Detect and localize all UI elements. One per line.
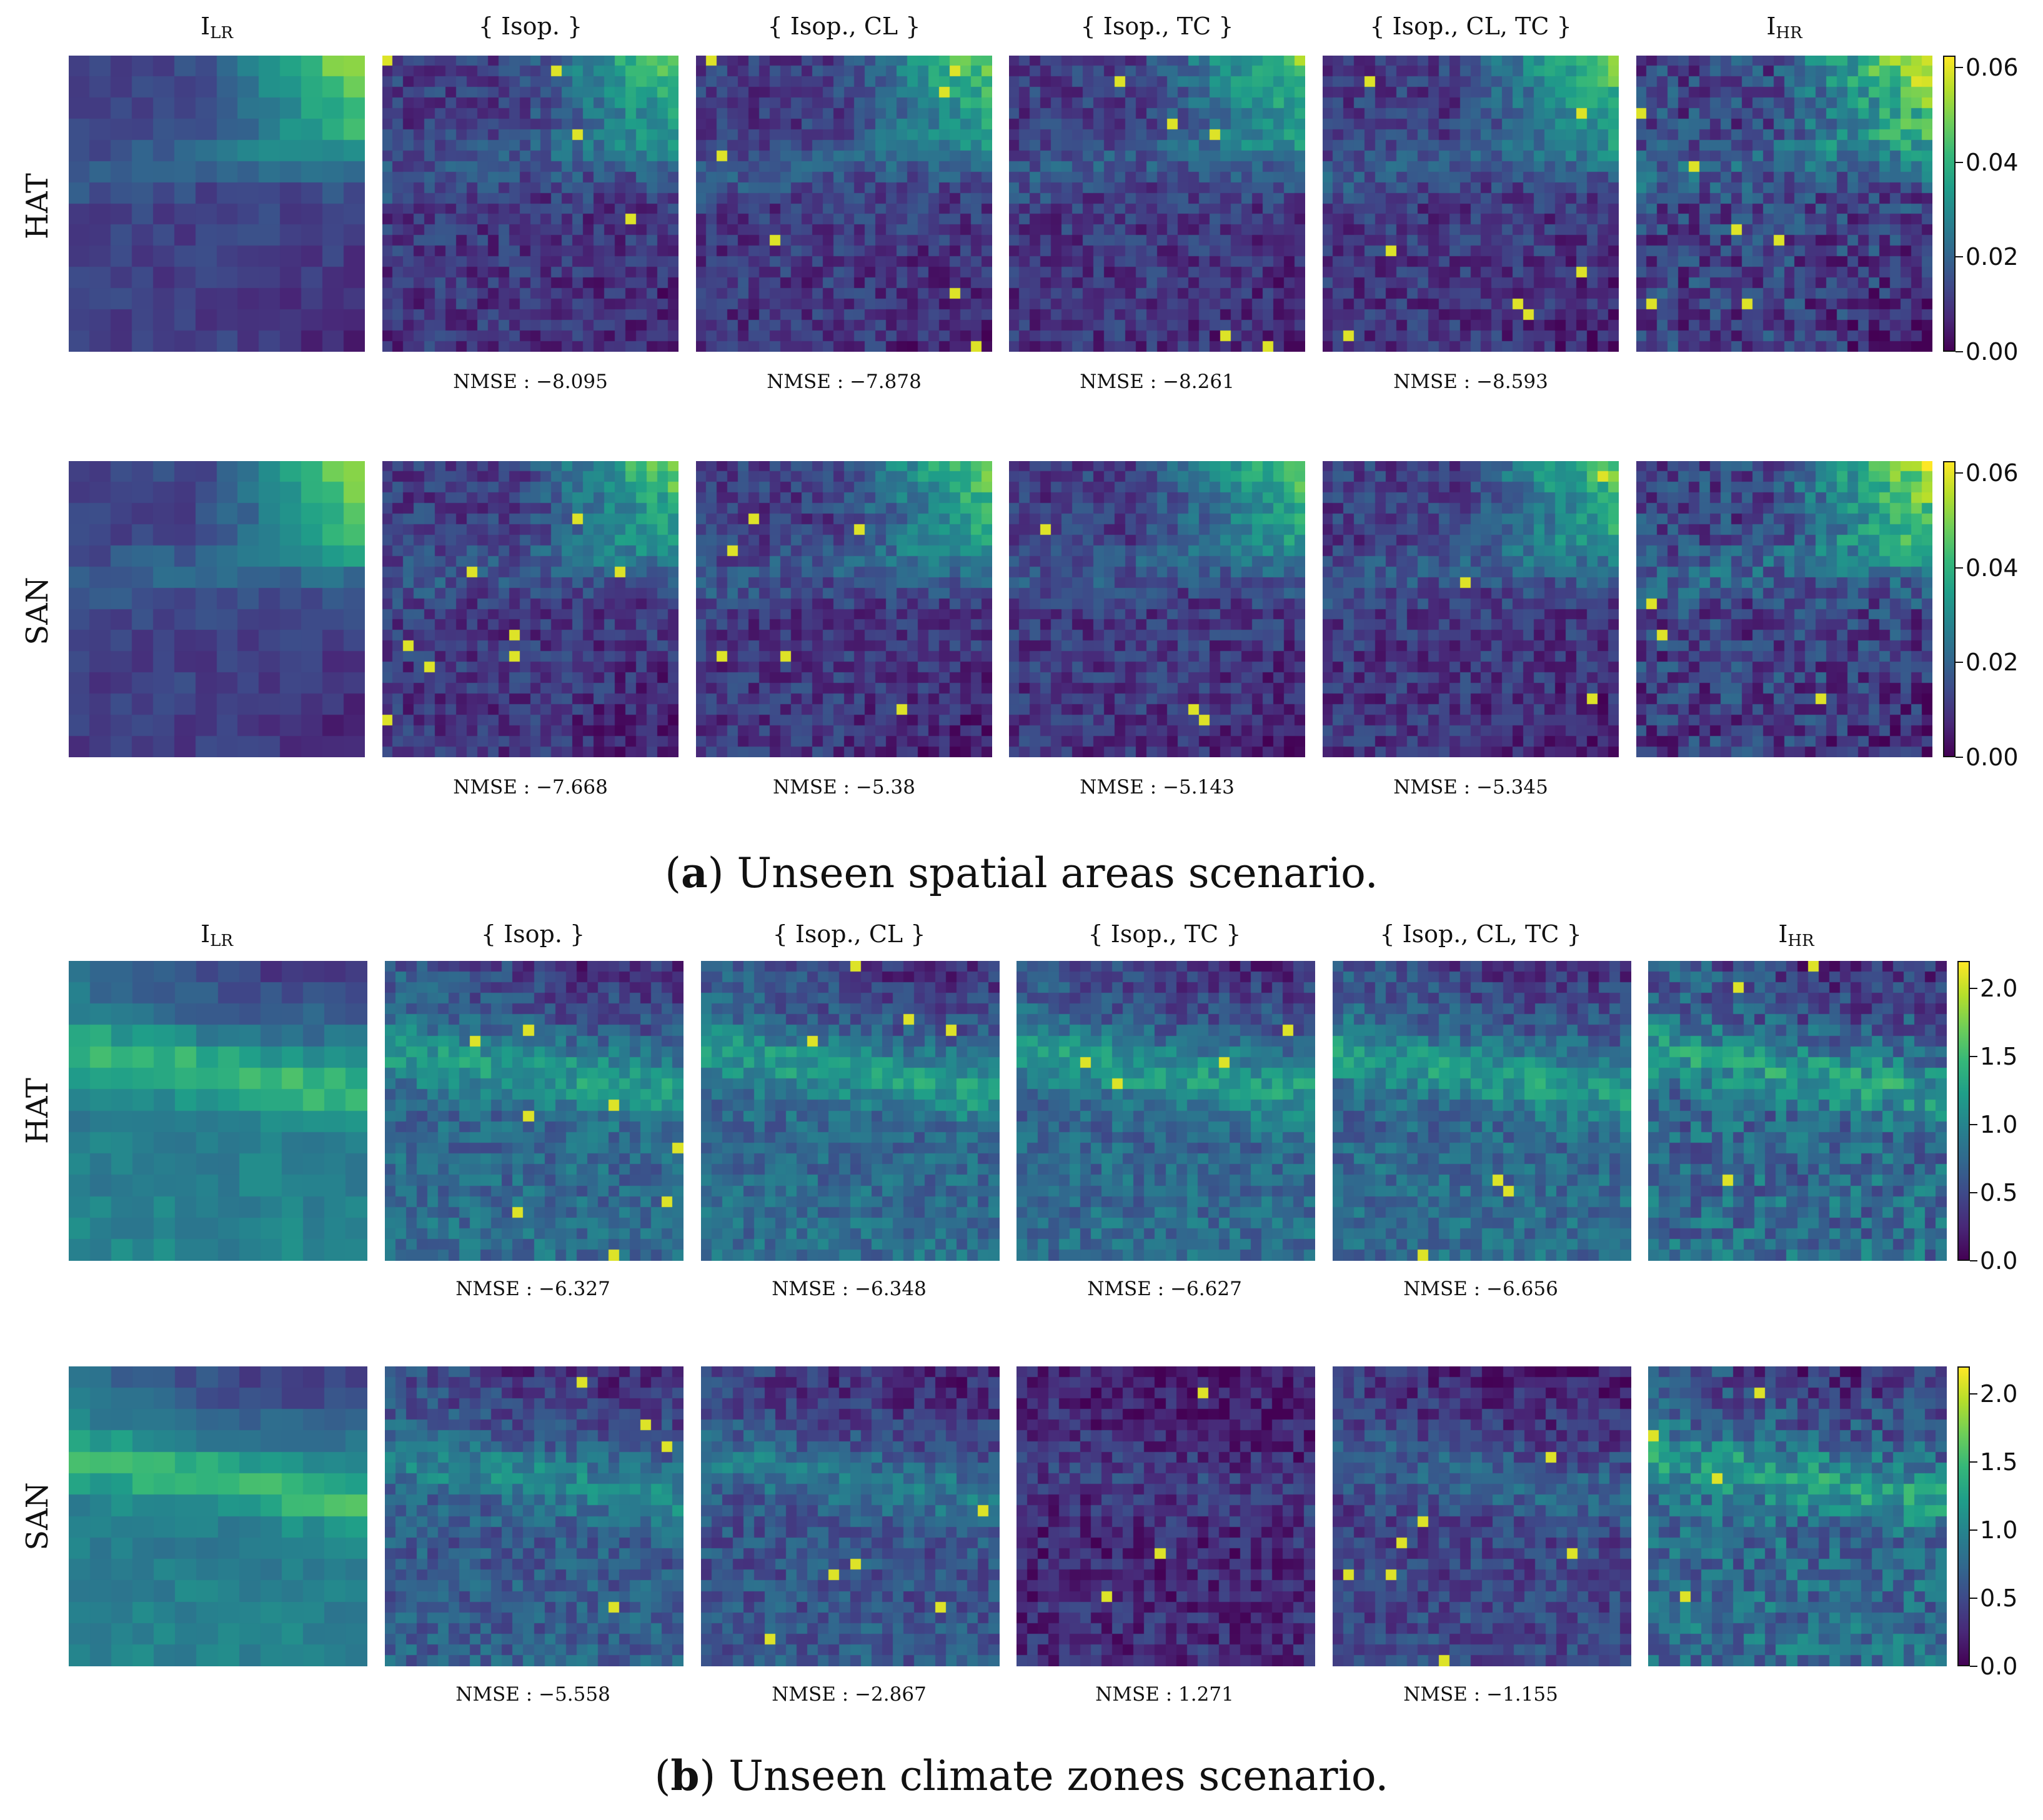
nmse-b-san-isop: NMSE : −5.558: [455, 1683, 610, 1706]
colorbar-tick-label: 0.04: [1966, 554, 2019, 582]
colorbar-a-san: [1943, 461, 1956, 757]
nmse-b-san-isop-cl: NMSE : −2.867: [772, 1683, 927, 1706]
colorbar-tick-label: 0.5: [1980, 1178, 2018, 1206]
colorbar-tick-label: 0.06: [1966, 53, 2019, 81]
colorbar-tick: [1970, 1597, 1977, 1599]
heatmap-a-hat-ihr: [1636, 56, 1932, 352]
colorbar-tick-label: 0.0: [1980, 1247, 2018, 1275]
heatmap-a-san-ilr: [69, 461, 365, 757]
heatmap-b-hat-ilr: [69, 961, 367, 1261]
nmse-b-hat-isop-cl: NMSE : −6.348: [772, 1278, 927, 1300]
heatmap-b-san-ilr: [69, 1366, 367, 1666]
nmse-a-san-isop-tc: NMSE : −5.143: [1080, 776, 1235, 798]
nmse-a-hat-isop-cl-tc: NMSE : −8.593: [1393, 370, 1548, 393]
heatmap-b-san-isop-tc: [1017, 1366, 1315, 1666]
col-title-ihr: IHR: [1778, 920, 1814, 950]
col-title-isop: { Isop. }: [478, 12, 583, 40]
colorbar-tick: [1970, 1123, 1977, 1125]
row-label-hat: HAT: [20, 1078, 55, 1144]
heatmap-a-hat-ilr: [69, 56, 365, 352]
colorbar-tick: [1956, 757, 1963, 758]
col-title-ilr: ILR: [201, 920, 233, 950]
col-title-isop-cl: { Isop., CL }: [772, 920, 926, 948]
colorbar-tick: [1956, 662, 1963, 664]
heatmap-b-hat-isop-cl-tc: [1333, 961, 1631, 1261]
colorbar-b-san: [1957, 1366, 1970, 1666]
colorbar-tick: [1956, 351, 1963, 352]
caption-b: (b) Unseen climate zones scenario.: [654, 1751, 1389, 1800]
colorbar-tick-label: 0.02: [1966, 243, 2019, 271]
colorbar-tick-label: 0.0: [1980, 1653, 2018, 1680]
colorbar-tick: [1970, 987, 1977, 989]
row-label-san: SAN: [20, 1482, 55, 1551]
heatmap-a-hat-isop-cl: [696, 56, 992, 352]
colorbar-b-hat: [1957, 961, 1970, 1261]
heatmap-a-hat-isop: [382, 56, 679, 352]
heatmap-b-hat-isop-tc: [1017, 961, 1315, 1261]
colorbar-tick: [1970, 1055, 1977, 1057]
row-label-hat: HAT: [20, 173, 55, 239]
nmse-a-hat-isop: NMSE : −8.095: [453, 370, 608, 393]
heatmap-b-hat-isop: [385, 961, 683, 1261]
heatmap-b-san-isop-cl: [701, 1366, 1000, 1666]
colorbar-tick: [1956, 161, 1963, 163]
colorbar-tick: [1970, 1666, 1977, 1667]
heatmap-a-san-isop-cl: [696, 461, 992, 757]
colorbar-tick-label: 1.5: [1980, 1448, 2018, 1476]
colorbar-tick-label: 1.0: [1980, 1516, 2018, 1544]
nmse-b-san-isop-tc: NMSE : 1.271: [1095, 1683, 1234, 1706]
nmse-b-hat-isop: NMSE : −6.327: [455, 1278, 610, 1300]
heatmap-a-san-isop-tc: [1009, 461, 1305, 757]
colorbar-tick-label: 0.06: [1966, 459, 2019, 487]
col-title-isop: { Isop. }: [480, 920, 585, 948]
heatmap-a-san-isop-cl-tc: [1323, 461, 1619, 757]
col-title-isop-cl-tc: { Isop., CL, TC }: [1379, 920, 1582, 948]
colorbar-tick-label: 0.00: [1966, 743, 2019, 771]
nmse-a-san-isop-cl: NMSE : −5.38: [773, 776, 915, 798]
col-title-isop-cl-tc: { Isop., CL, TC }: [1369, 12, 1572, 40]
colorbar-tick: [1970, 1461, 1977, 1463]
heatmap-a-hat-isop-tc: [1009, 56, 1305, 352]
col-title-ihr: IHR: [1766, 12, 1802, 42]
colorbar-tick-label: 2.0: [1980, 1380, 2018, 1408]
col-title-isop-tc: { Isop., TC }: [1080, 12, 1234, 40]
colorbar-tick-label: 0.02: [1966, 649, 2019, 677]
colorbar-a-hat: [1943, 56, 1956, 352]
colorbar-tick: [1956, 256, 1963, 258]
colorbar-tick-label: 2.0: [1980, 974, 2018, 1002]
colorbar-tick: [1970, 1260, 1977, 1261]
nmse-a-hat-isop-cl: NMSE : −7.878: [767, 370, 922, 393]
colorbar-tick-label: 1.5: [1980, 1042, 2018, 1070]
heatmap-b-san-ihr: [1648, 1366, 1947, 1666]
heatmap-b-hat-ihr: [1648, 961, 1947, 1261]
heatmap-b-san-isop: [385, 1366, 683, 1666]
colorbar-tick-label: 0.00: [1966, 338, 2019, 365]
row-label-san: SAN: [20, 577, 55, 645]
colorbar-tick: [1970, 1393, 1977, 1395]
heatmap-a-hat-isop-cl-tc: [1323, 56, 1619, 352]
colorbar-tick: [1970, 1191, 1977, 1193]
nmse-a-san-isop: NMSE : −7.668: [453, 776, 608, 798]
colorbar-tick: [1970, 1529, 1977, 1531]
colorbar-tick: [1956, 66, 1963, 68]
heatmap-b-hat-isop-cl: [701, 961, 1000, 1261]
colorbar-tick-label: 0.04: [1966, 148, 2019, 176]
colorbar-tick: [1956, 472, 1963, 474]
nmse-b-hat-isop-cl-tc: NMSE : −6.656: [1403, 1278, 1558, 1300]
heatmap-a-san-ihr: [1636, 461, 1932, 757]
colorbar-tick: [1956, 567, 1963, 569]
heatmap-a-san-isop: [382, 461, 679, 757]
col-title-ilr: ILR: [201, 12, 233, 42]
nmse-b-san-isop-cl-tc: NMSE : −1.155: [1403, 1683, 1558, 1706]
nmse-b-hat-isop-tc: NMSE : −6.627: [1087, 1278, 1242, 1300]
heatmap-b-san-isop-cl-tc: [1333, 1366, 1631, 1666]
colorbar-tick-label: 1.0: [1980, 1110, 2018, 1138]
nmse-a-san-isop-cl-tc: NMSE : −5.345: [1393, 776, 1548, 798]
col-title-isop-cl: { Isop., CL }: [767, 12, 921, 40]
nmse-a-hat-isop-tc: NMSE : −8.261: [1080, 370, 1235, 393]
colorbar-tick-label: 0.5: [1980, 1584, 2018, 1612]
caption-a: (a) Unseen spatial areas scenario.: [665, 848, 1378, 897]
col-title-isop-tc: { Isop., TC }: [1088, 920, 1241, 948]
